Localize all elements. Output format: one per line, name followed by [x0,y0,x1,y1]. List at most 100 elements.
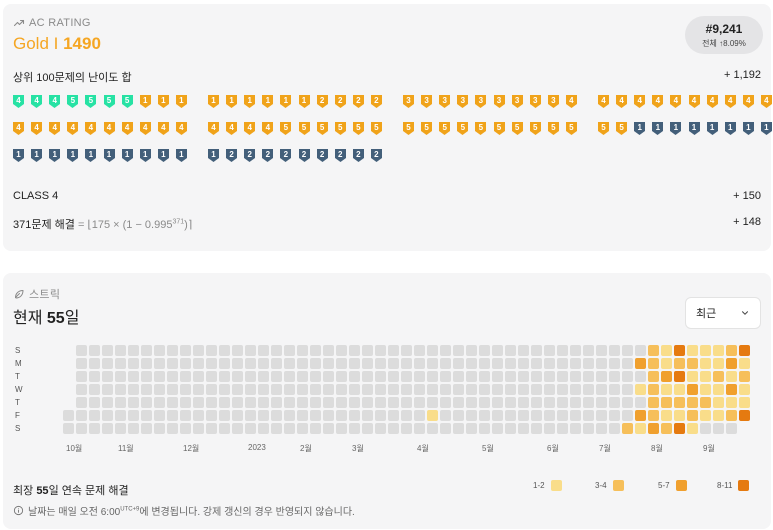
problem-tier-badge[interactable]: 2 [262,149,274,162]
streak-day-cell[interactable] [115,358,126,369]
streak-day-cell[interactable] [193,345,204,356]
problem-tier-badge[interactable]: 4 [208,122,219,135]
streak-day-cell[interactable] [141,345,152,356]
streak-day-cell[interactable] [362,345,373,356]
streak-day-cell[interactable] [245,397,256,408]
streak-day-cell[interactable] [440,345,451,356]
problem-tier-badge[interactable]: 1 [226,95,238,108]
streak-day-cell[interactable] [219,345,230,356]
problem-tier-badge[interactable]: 5 [370,122,382,135]
problem-tier-badge[interactable]: 4 [670,95,682,108]
streak-day-cell[interactable] [440,358,451,369]
streak-day-cell[interactable] [622,358,633,369]
streak-day-cell[interactable] [544,345,555,356]
streak-day-cell[interactable] [479,423,490,434]
streak-day-cell[interactable] [492,345,503,356]
streak-day-cell[interactable] [700,397,711,408]
streak-day-cell[interactable] [297,371,308,382]
streak-day-cell[interactable] [648,410,659,421]
streak-day-cell[interactable] [713,423,724,434]
streak-day-cell[interactable] [518,410,529,421]
streak-day-cell[interactable] [466,345,477,356]
streak-day-cell[interactable] [310,371,321,382]
streak-day-cell[interactable] [349,423,360,434]
streak-day-cell[interactable] [206,423,217,434]
streak-day-cell[interactable] [453,423,464,434]
streak-day-cell[interactable] [323,371,334,382]
problem-tier-badge[interactable]: 1 [208,95,219,108]
streak-day-cell[interactable] [700,384,711,395]
streak-day-cell[interactable] [414,423,425,434]
streak-day-cell[interactable] [557,384,568,395]
streak-day-cell[interactable] [674,345,685,356]
streak-day-cell[interactable] [102,345,113,356]
streak-day-cell[interactable] [167,384,178,395]
streak-day-cell[interactable] [622,384,633,395]
problem-tier-badge[interactable]: 1 [31,149,43,162]
problem-tier-badge[interactable]: 3 [493,95,505,108]
streak-day-cell[interactable] [349,410,360,421]
streak-day-cell[interactable] [700,423,711,434]
problem-tier-badge[interactable]: 4 [139,122,151,135]
streak-day-cell[interactable] [739,371,750,382]
streak-day-cell[interactable] [492,384,503,395]
streak-day-cell[interactable] [505,345,516,356]
streak-day-cell[interactable] [466,371,477,382]
streak-day-cell[interactable] [89,371,100,382]
problem-tier-badge[interactable]: 5 [511,122,523,135]
streak-day-cell[interactable] [206,345,217,356]
streak-day-cell[interactable] [713,397,724,408]
streak-day-cell[interactable] [700,345,711,356]
streak-day-cell[interactable] [154,384,165,395]
problem-tier-badge[interactable]: 2 [370,149,382,162]
problem-tier-badge[interactable]: 4 [31,95,43,108]
streak-day-cell[interactable] [375,397,386,408]
problem-tier-badge[interactable]: 1 [244,95,256,108]
streak-day-cell[interactable] [635,371,646,382]
problem-tier-badge[interactable]: 1 [670,122,682,135]
problem-tier-badge[interactable]: 5 [298,122,310,135]
problem-tier-badge[interactable]: 5 [403,122,414,135]
streak-day-cell[interactable] [362,358,373,369]
streak-day-cell[interactable] [76,410,87,421]
streak-day-cell[interactable] [635,423,646,434]
streak-day-cell[interactable] [193,384,204,395]
streak-day-cell[interactable] [687,423,698,434]
streak-day-cell[interactable] [492,397,503,408]
streak-day-cell[interactable] [245,423,256,434]
streak-day-cell[interactable] [557,397,568,408]
streak-day-cell[interactable] [609,345,620,356]
streak-day-cell[interactable] [609,423,620,434]
problem-tier-badge[interactable]: 1 [262,95,274,108]
streak-day-cell[interactable] [362,371,373,382]
streak-day-cell[interactable] [687,345,698,356]
streak-day-cell[interactable] [622,410,633,421]
streak-day-cell[interactable] [375,345,386,356]
streak-day-cell[interactable] [336,345,347,356]
streak-day-cell[interactable] [583,397,594,408]
problem-tier-badge[interactable]: 5 [334,122,346,135]
streak-day-cell[interactable] [674,397,685,408]
streak-day-cell[interactable] [609,358,620,369]
streak-day-cell[interactable] [115,345,126,356]
streak-day-cell[interactable] [570,423,581,434]
streak-day-cell[interactable] [167,410,178,421]
streak-day-cell[interactable] [492,371,503,382]
streak-day-cell[interactable] [128,371,139,382]
streak-day-cell[interactable] [323,410,334,421]
streak-day-cell[interactable] [531,345,542,356]
streak-day-cell[interactable] [349,358,360,369]
streak-day-cell[interactable] [570,345,581,356]
streak-day-cell[interactable] [258,358,269,369]
problem-tier-badge[interactable]: 5 [316,122,328,135]
problem-tier-badge[interactable]: 5 [598,122,609,135]
streak-day-cell[interactable] [479,371,490,382]
streak-day-cell[interactable] [76,345,87,356]
streak-day-cell[interactable] [310,410,321,421]
streak-day-cell[interactable] [583,371,594,382]
streak-day-cell[interactable] [141,384,152,395]
problem-tier-badge[interactable]: 5 [280,122,292,135]
streak-day-cell[interactable] [453,397,464,408]
streak-day-cell[interactable] [648,423,659,434]
streak-day-cell[interactable] [674,410,685,421]
